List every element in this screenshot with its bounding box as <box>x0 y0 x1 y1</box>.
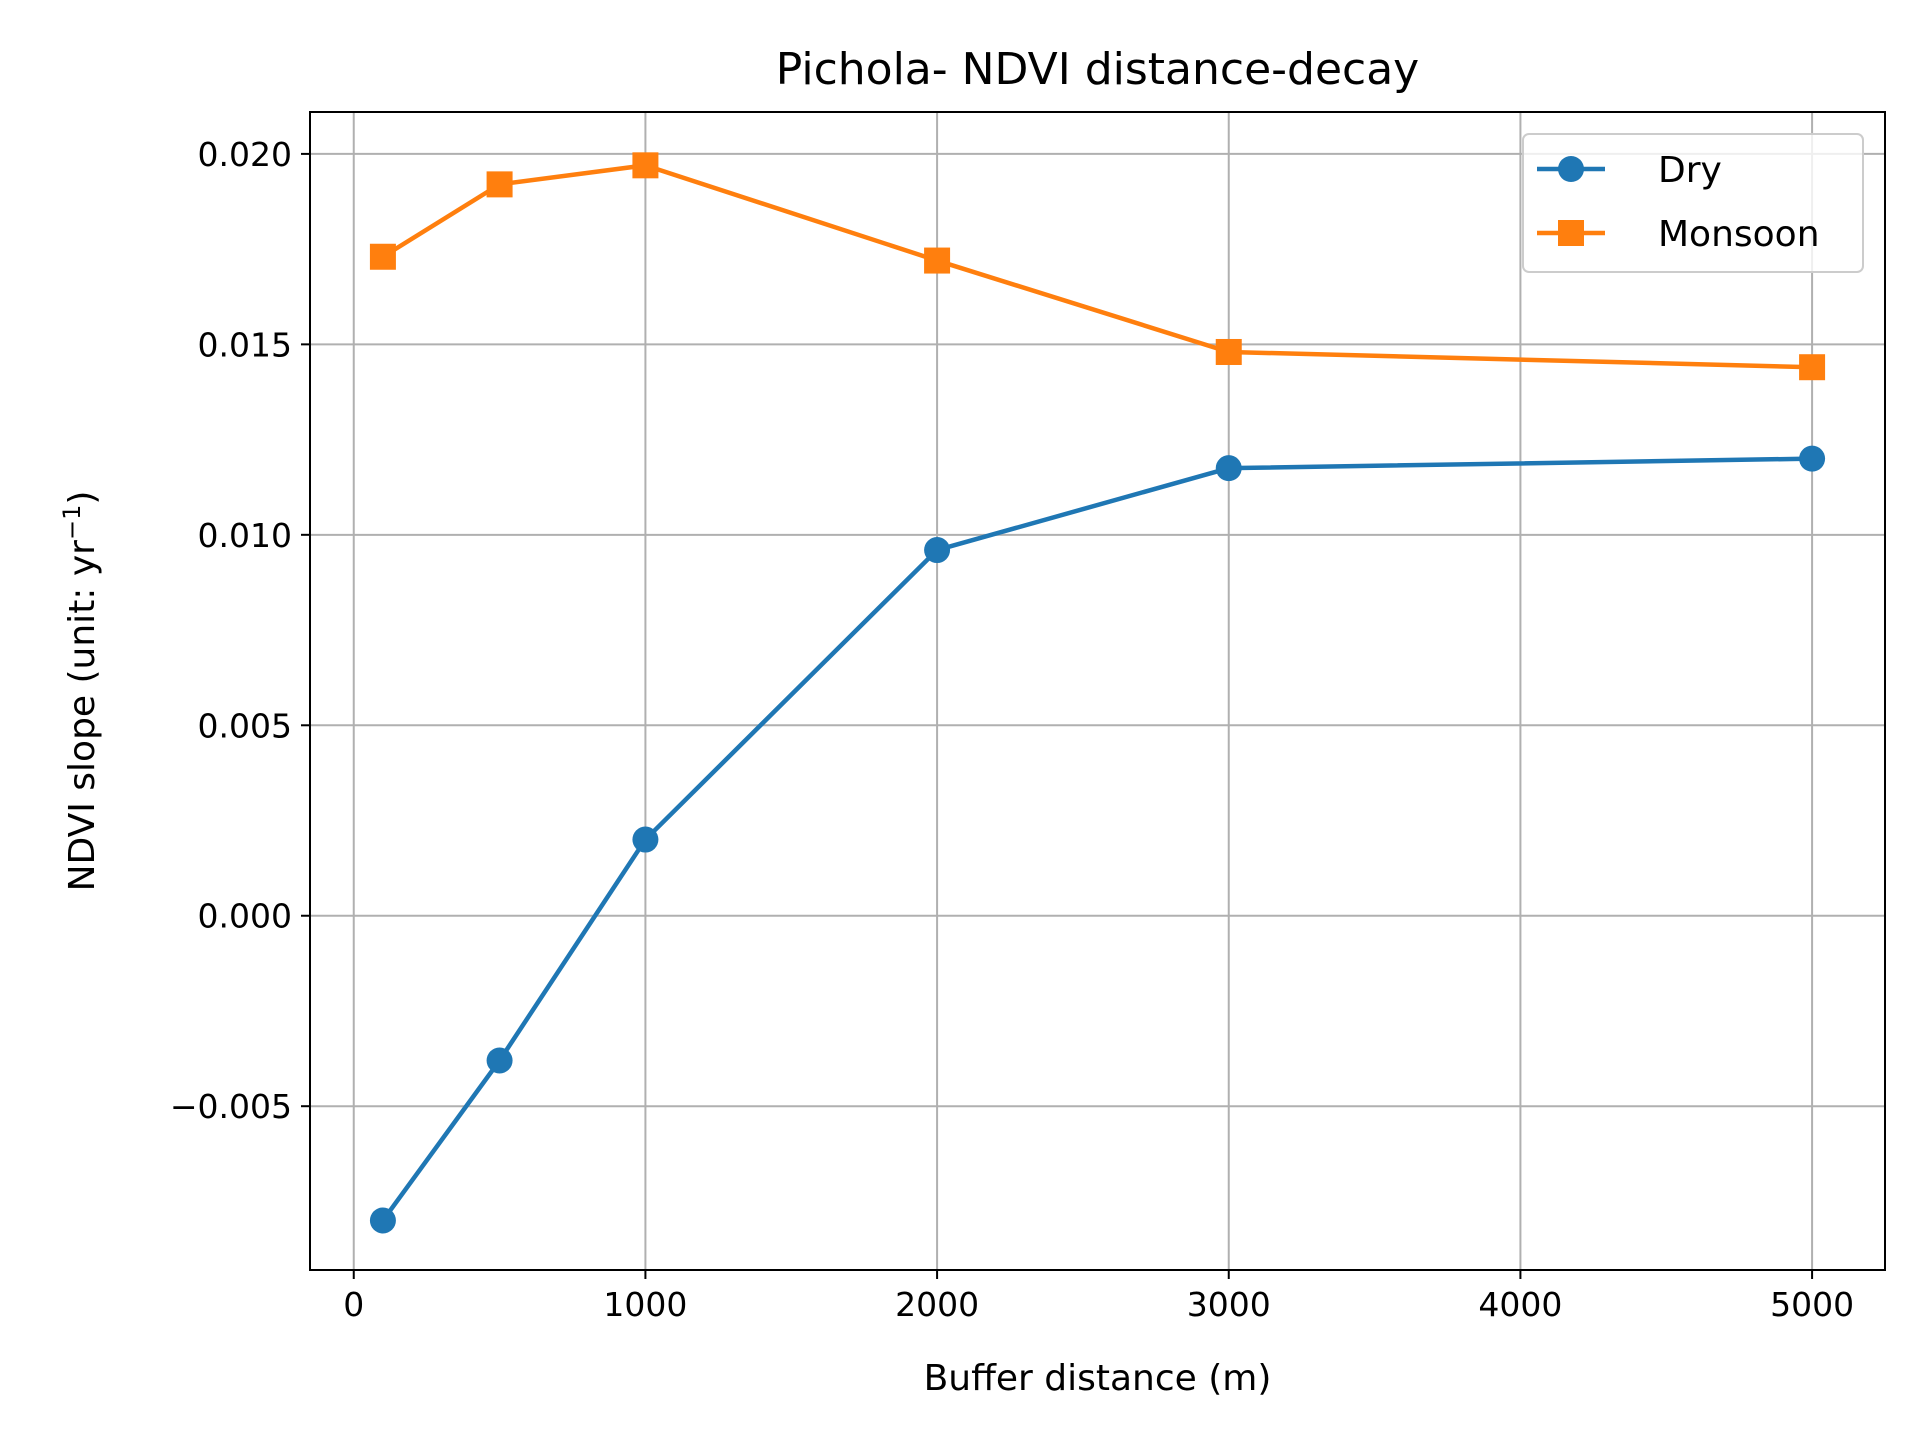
x-tick-label: 2000 <box>895 1285 979 1324</box>
y-axis-label: NDVI slope (unit: yr−1) <box>58 491 103 892</box>
axis-ticks: 0 1000 2000 3000 4000 5000 −0.005 0.000 0.005 0.0… <box>170 135 1854 1324</box>
x-tick-label: 1000 <box>603 1285 687 1324</box>
series-monsoon <box>369 152 1826 381</box>
y-tick-label: 0.000 <box>198 897 292 936</box>
legend-frame <box>1522 133 1864 273</box>
grid-lines <box>310 112 1885 1270</box>
data-point-monsoon <box>1215 338 1242 365</box>
legend-item-dry: Dry <box>1537 150 1722 191</box>
series-layer <box>369 152 1826 1234</box>
data-point-dry <box>632 826 659 853</box>
data-point-monsoon <box>1799 354 1826 381</box>
data-point-dry <box>369 1207 396 1234</box>
x-tick-label: 0 <box>343 1285 364 1324</box>
data-point-monsoon <box>486 171 513 198</box>
y-axis-label-superscript: −1 <box>58 505 86 540</box>
data-point-monsoon <box>924 247 951 274</box>
x-tick-label: 5000 <box>1770 1285 1854 1324</box>
legend-marker-monsoon <box>1558 220 1584 246</box>
legend-label-monsoon: Monsoon <box>1658 214 1820 255</box>
plot-frame <box>309 111 1886 1271</box>
x-tick-label: 4000 <box>1478 1285 1562 1324</box>
data-point-dry <box>1799 445 1826 472</box>
y-axis-label-close: ) <box>62 491 103 505</box>
y-tick-label: 0.020 <box>198 135 292 174</box>
series-dry <box>369 445 1826 1234</box>
y-tick-label: 0.015 <box>198 325 292 364</box>
data-point-dry <box>924 537 951 564</box>
x-tick-label: 3000 <box>1187 1285 1271 1324</box>
data-point-dry <box>486 1047 513 1074</box>
y-axis-label-main: NDVI slope (unit: yr <box>62 540 103 892</box>
series-line-dry <box>381 456 1813 1222</box>
legend-item-monsoon: Monsoon <box>1537 214 1820 255</box>
legend-label-dry: Dry <box>1658 150 1722 191</box>
data-point-monsoon <box>369 243 396 270</box>
y-tick-label: −0.005 <box>170 1087 292 1126</box>
legend-marker-dry <box>1558 156 1584 182</box>
legend: Dry Monsoon <box>1522 133 1864 273</box>
chart-title: Pichola- NDVI distance-decay <box>776 44 1419 95</box>
y-tick-label: 0.005 <box>198 706 292 745</box>
x-axis-label: Buffer distance (m) <box>924 1358 1272 1399</box>
series-line-monsoon <box>381 163 1813 370</box>
data-point-dry <box>1215 455 1242 482</box>
y-tick-label: 0.010 <box>198 516 292 555</box>
data-point-monsoon <box>632 152 659 179</box>
